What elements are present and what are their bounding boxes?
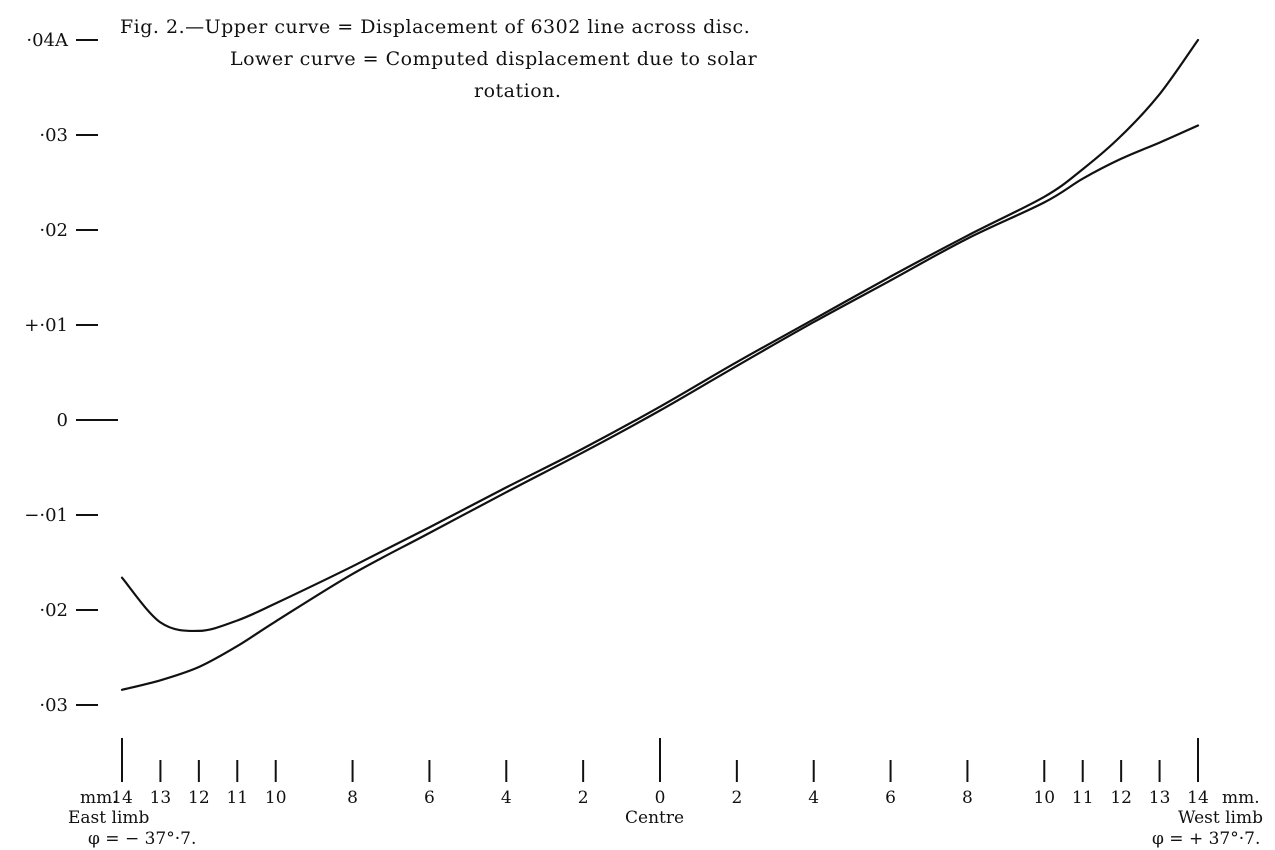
x-tick-label: 13 [150,788,172,808]
plot-area [120,38,1200,691]
x-tick-label: 14 [1187,788,1209,808]
east-limb-label: East limb [68,808,149,828]
y-tick-label: −·01 [24,505,68,526]
x-tick-label: 10 [265,788,287,808]
x-tick-label: 4 [501,788,512,808]
y-axis: ·04A ·03 ·02 +·01 0 −·01 ·02 ·03 [24,30,118,716]
x-unit-label-left: mm. [80,788,118,808]
west-limb-label: West limb [1178,808,1263,828]
x-tick-label: 8 [347,788,358,808]
x-tick-label: 12 [1110,788,1132,808]
x-tick-label: 6 [424,788,435,808]
x-tick-label: 8 [962,788,973,808]
series-lower-curve [120,124,1200,691]
y-tick-label: ·03 [39,695,68,716]
x-tick-label: 11 [226,788,248,808]
x-tick-label: 11 [1072,788,1094,808]
x-axis: 14 13 12 11 10 8 6 4 2 0 2 4 6 8 10 11 12 13 14 [111,738,1209,808]
x-tick-label: 14 [111,788,133,808]
x-tick-label: 13 [1149,788,1171,808]
west-limb-angle: φ = + 37°·7. [1152,829,1260,849]
figure-title: Fig. 2.—Upper curve = Displacement of 63… [120,16,758,102]
y-tick-label: ·03 [39,125,68,146]
x-tick-label: 12 [188,788,210,808]
y-tick-label: +·01 [24,315,68,336]
x-tick-label: 10 [1033,788,1055,808]
title-line-2: Lower curve = Computed displacement due … [230,48,758,70]
series-upper-curve [120,38,1200,633]
x-tick-label: 4 [808,788,819,808]
y-tick-label: 0 [57,410,68,431]
title-line-3: rotation. [474,80,561,102]
x-tick-label: 0 [655,788,666,808]
x-tick-label: 2 [731,788,742,808]
centre-label: Centre [625,808,684,828]
x-annotations: mm. mm. East limb φ = − 37°·7. Centre We… [68,788,1263,849]
y-tick-label: ·04A [26,30,69,51]
east-limb-angle: φ = − 37°·7. [88,829,196,849]
x-unit-label-right: mm. [1222,788,1260,808]
x-tick-label: 6 [885,788,896,808]
x-tick-label: 2 [578,788,589,808]
y-tick-label: ·02 [39,600,68,621]
title-line-1: Fig. 2.—Upper curve = Displacement of 63… [120,16,750,38]
y-tick-label: ·02 [39,220,68,241]
